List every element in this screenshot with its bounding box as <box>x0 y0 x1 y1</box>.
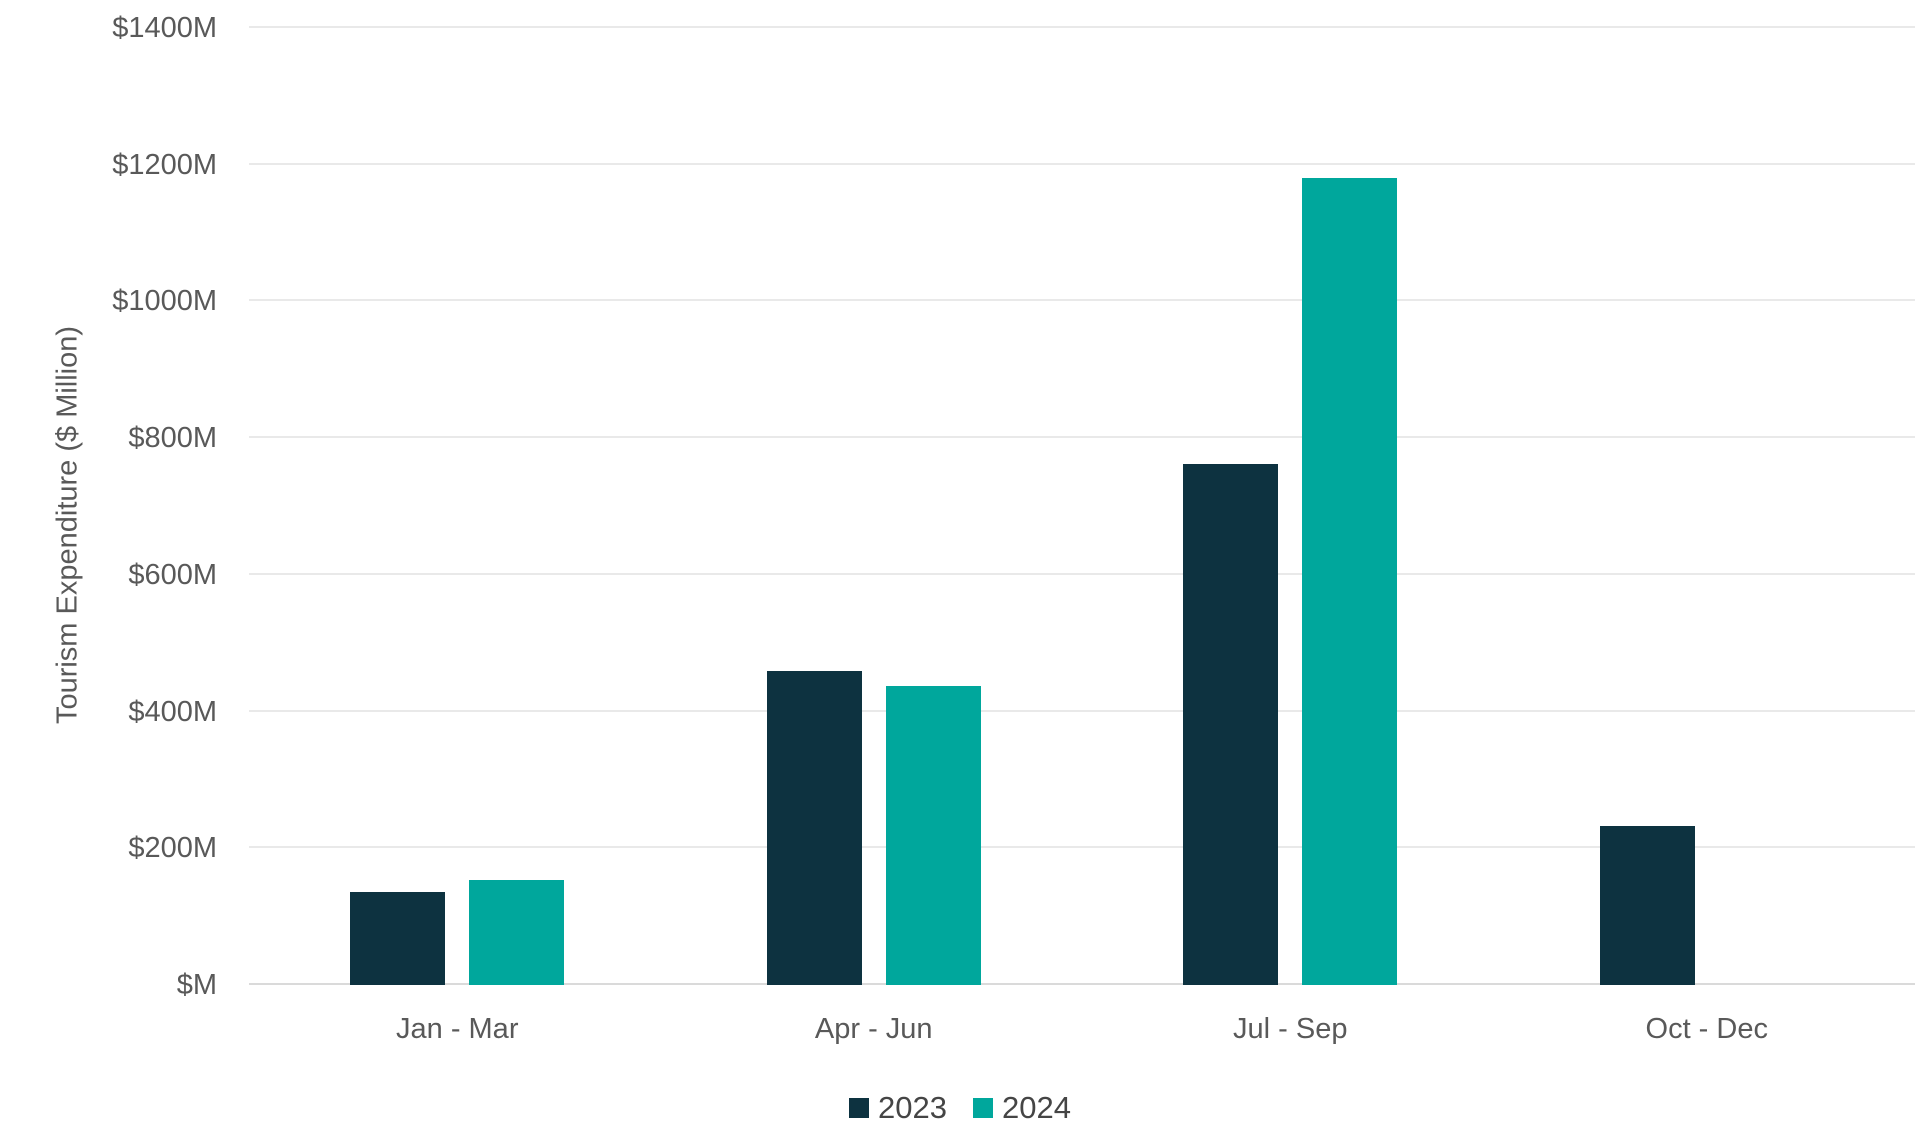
y-tick-label-1200: $1200M <box>112 148 217 181</box>
bar-2024-Jan-Mar[interactable] <box>469 880 565 985</box>
x-tick-label-Jan-Mar: Jan - Mar <box>396 1013 519 1045</box>
y-tick-label-600: $600M <box>128 558 217 591</box>
y-tick-label-200: $200M <box>128 832 217 865</box>
gridline-600 <box>249 572 1915 575</box>
legend-label-2024: 2024 <box>1002 1090 1071 1125</box>
bar-2023-Apr-Jun[interactable] <box>766 670 862 985</box>
y-tick-label-0: $M <box>176 969 217 1001</box>
legend-swatch-2023-icon <box>849 1098 870 1118</box>
gridline-0 <box>249 983 1915 985</box>
bar-2024-Apr-Jun[interactable] <box>885 685 981 985</box>
legend-item-2024[interactable]: 2024 <box>973 1090 1071 1126</box>
bar-2023-Jul-Sep[interactable] <box>1183 464 1279 985</box>
gridline-400 <box>249 709 1915 712</box>
gridline-200 <box>249 846 1915 849</box>
legend: 2023 2024 <box>0 1090 1920 1126</box>
legend-label-2023: 2023 <box>878 1090 947 1125</box>
y-tick-label-400: $400M <box>128 695 217 728</box>
plot-area <box>249 26 1915 985</box>
bar-2024-Jul-Sep[interactable] <box>1302 177 1398 985</box>
x-tick-label-Oct-Dec: Oct - Dec <box>1645 1013 1768 1045</box>
x-tick-label-Jul-Sep: Jul - Sep <box>1233 1013 1348 1045</box>
y-tick-label-1000: $1000M <box>112 285 217 318</box>
legend-swatch-2024-icon <box>973 1098 993 1118</box>
gridline-1200 <box>249 162 1915 165</box>
bar-2023-Jan-Mar[interactable] <box>350 892 446 985</box>
x-tick-label-Apr-Jun: Apr - Jun <box>814 1013 933 1045</box>
gridline-1000 <box>249 299 1915 302</box>
gridline-1400 <box>249 26 1915 28</box>
y-axis-title: Tourism Expenditure ($ Million) <box>51 325 84 725</box>
y-tick-label-1400: $1400M <box>112 12 217 44</box>
bar-2023-Oct-Dec[interactable] <box>1599 825 1695 985</box>
y-tick-label-800: $800M <box>128 422 217 455</box>
gridline-800 <box>249 436 1915 439</box>
legend-item-2023[interactable]: 2023 <box>849 1090 947 1126</box>
